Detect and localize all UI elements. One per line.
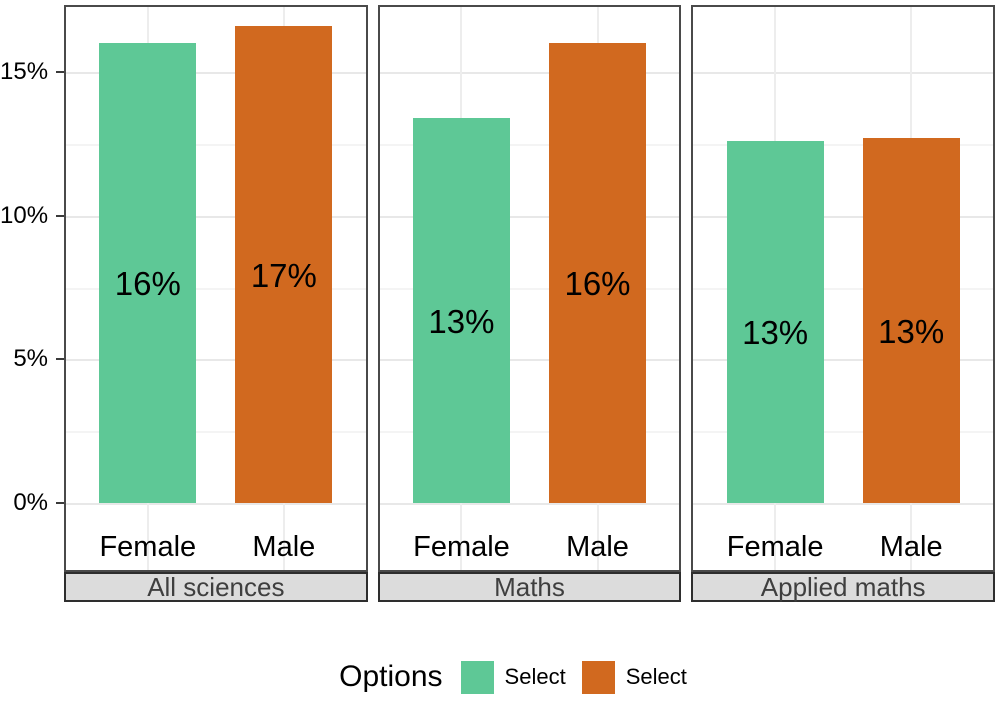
bar-female — [99, 43, 197, 503]
facet-strip-label: Maths — [377, 572, 682, 602]
bar-value-label: 17% — [250, 256, 317, 294]
gridline-horizontal-minor — [379, 431, 680, 434]
gridline-horizontal-minor — [379, 287, 680, 290]
legend: Options Select Select — [0, 660, 1000, 694]
gridline-horizontal-major — [66, 215, 366, 218]
bar-value-label: 16% — [564, 265, 631, 303]
gridline-horizontal-major — [379, 503, 680, 505]
gridline-horizontal-major — [379, 72, 680, 75]
gridline-horizontal-major — [66, 72, 366, 75]
panel-plot-area: 13% Female 16% Male — [377, 5, 682, 572]
facet-strip-label: All sciences — [64, 572, 368, 602]
y-axis-tick-mark — [56, 214, 64, 217]
gridline-horizontal-minor — [66, 431, 366, 434]
y-axis-tick-label: 10% — [0, 201, 49, 229]
legend-swatch-male-icon — [581, 660, 615, 694]
panel-plot-area: 13% Female 13% Male — [691, 5, 995, 572]
gridline-horizontal-minor — [379, 143, 680, 146]
x-axis-category-label: Female — [99, 531, 197, 563]
gridline-horizontal-major — [66, 503, 366, 505]
gridline-horizontal-major — [693, 359, 993, 362]
panel-plot-area: 16% Female 17% Male — [64, 5, 368, 572]
x-axis-category-label: Male — [879, 531, 943, 563]
bar-value-label: 13% — [742, 314, 809, 352]
gridline-horizontal-major — [693, 503, 993, 505]
legend-title: Options — [339, 660, 443, 693]
gridline-horizontal-minor — [693, 431, 993, 434]
facet-all-sciences: 16% Female 17% Male All sciences — [64, 5, 368, 602]
gridline-horizontal-minor — [66, 143, 366, 146]
gridline-horizontal-major — [66, 359, 366, 362]
y-axis-tick-mark — [56, 71, 64, 74]
x-axis-category-label: Female — [726, 531, 824, 563]
x-axis-category-label: Male — [252, 531, 316, 563]
bar-female — [412, 118, 510, 503]
y-axis-tick-mark — [56, 502, 64, 504]
y-axis-tick-mark — [56, 358, 64, 361]
bar-value-label: 13% — [878, 312, 945, 350]
legend-swatch-female-icon — [460, 660, 494, 694]
legend-entry-label: Select — [625, 664, 687, 689]
bar-value-label: 13% — [428, 302, 495, 340]
legend-entry-label: Select — [504, 664, 566, 689]
gridline-horizontal-major — [379, 215, 680, 218]
facet-strip-label: Applied maths — [691, 572, 995, 602]
bar-value-label: 16% — [114, 265, 181, 303]
y-axis-tick-label: 0% — [13, 489, 48, 516]
gridline-horizontal-major — [379, 359, 680, 362]
gridline-horizontal-major — [693, 72, 993, 75]
bar-female — [726, 141, 824, 503]
legend-entry-male[interactable]: Select — [581, 660, 687, 694]
x-axis-category-label: Female — [413, 531, 510, 563]
legend-entry-female[interactable]: Select — [460, 660, 566, 694]
gridline-horizontal-minor — [66, 287, 366, 290]
gridline-horizontal-minor — [693, 287, 993, 290]
bar-male — [549, 43, 646, 503]
facet-applied-maths: 13% Female 13% Male Applied maths — [691, 5, 995, 602]
gridline-horizontal-minor — [693, 143, 993, 146]
bar-male — [235, 26, 333, 503]
x-axis-category-label: Male — [566, 531, 629, 563]
gridline-horizontal-major — [693, 215, 993, 218]
y-axis-tick-label: 5% — [13, 345, 48, 373]
facet-maths: 13% Female 16% Male Maths — [377, 5, 682, 602]
bar-male — [862, 138, 960, 503]
y-axis-tick-label: 15% — [0, 58, 49, 86]
